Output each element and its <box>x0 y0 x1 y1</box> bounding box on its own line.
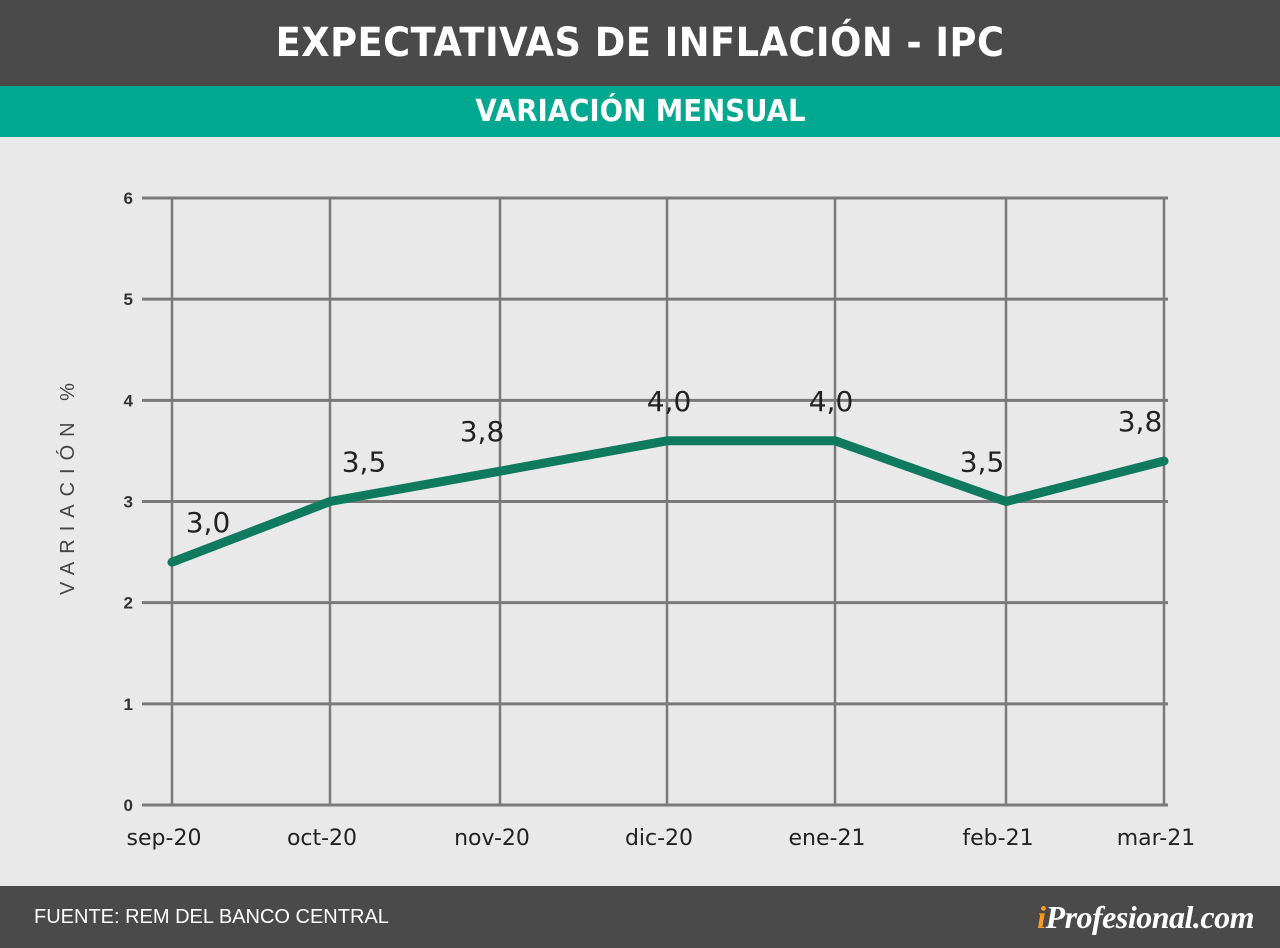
y-tick-label: 3 <box>124 493 133 512</box>
y-tick-label: 0 <box>124 796 133 815</box>
x-tick-label: oct-20 <box>287 826 357 851</box>
x-tick-label: nov-20 <box>454 826 530 851</box>
series-line-layer <box>167 436 1169 567</box>
y-tick-label: 1 <box>124 695 133 714</box>
x-tick-label: mar-21 <box>1117 826 1195 851</box>
y-axis-ticks: 0 1 2 3 4 5 6 <box>124 189 134 815</box>
logo-rest: Profesional.com <box>1045 899 1255 935</box>
data-label: 4,0 <box>647 385 692 418</box>
logo-prefix: i <box>1037 899 1046 935</box>
x-tick-label: ene-21 <box>789 826 866 851</box>
x-tick-label: dic-20 <box>625 826 693 851</box>
data-label: 3,8 <box>1118 405 1163 438</box>
y-tick-label: 4 <box>124 391 134 410</box>
data-label: 4,0 <box>809 385 854 418</box>
chart-title: EXPECTATIVAS DE INFLACIÓN - IPC <box>275 20 1005 66</box>
y-tick-label: 2 <box>124 594 133 613</box>
data-label: 3,5 <box>960 446 1005 479</box>
subtitle-bar: VARIACIÓN MENSUAL <box>0 86 1280 137</box>
brand-logo: iProfesional.com <box>1037 886 1254 948</box>
source-note: FUENTE: REM DEL BANCO CENTRAL <box>34 906 389 928</box>
chart-subtitle: VARIACIÓN MENSUAL <box>474 94 806 129</box>
y-tick-label: 6 <box>124 189 133 208</box>
footer-bar: FUENTE: REM DEL BANCO CENTRAL iProfesion… <box>0 886 1280 948</box>
data-label: 3,8 <box>460 415 505 448</box>
x-tick-label: sep-20 <box>127 826 202 851</box>
data-label: 3,5 <box>342 446 387 479</box>
series-line <box>167 436 1169 567</box>
title-bar: EXPECTATIVAS DE INFLACIÓN - IPC <box>0 0 1280 86</box>
line-chart: 0 1 2 3 4 5 6 sep-20 oct-20 nov-20 dic-20 ene-21 fe… <box>56 189 1196 851</box>
x-tick-label: feb-21 <box>962 826 1033 851</box>
y-tick-label: 5 <box>124 290 133 309</box>
y-axis-label: VARIACIÓN % <box>56 375 79 595</box>
x-axis-ticks: sep-20 oct-20 nov-20 dic-20 ene-21 feb-21 mar-… <box>127 826 1196 851</box>
data-label-layer: 3,0 3,5 3,8 4,0 4,0 3,5 3,8 <box>186 385 1163 539</box>
data-label: 3,0 <box>186 506 231 539</box>
